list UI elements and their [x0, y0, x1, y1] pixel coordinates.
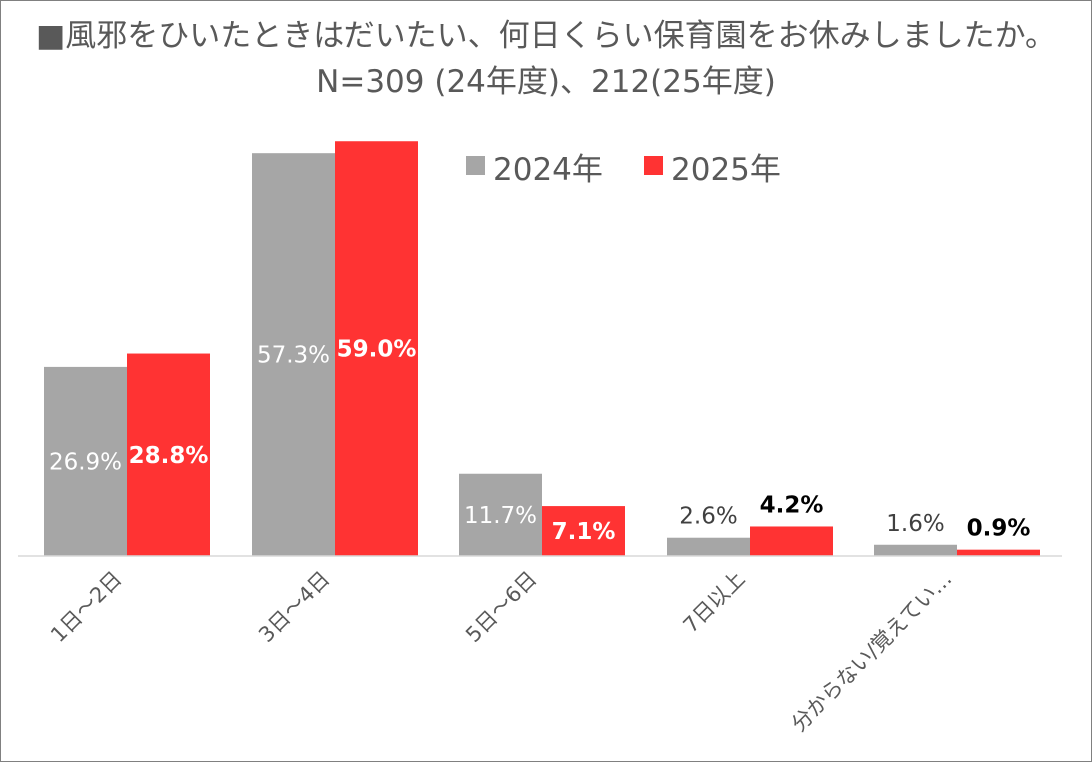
data-label-2024-0: 26.9%	[49, 449, 122, 475]
data-label-2024-2: 11.7%	[464, 503, 537, 529]
data-labels: 26.9% 28.8% 57.3% 59.0% 11.7% 7.1% 2.6% 4.2% 1.6…	[49, 337, 1030, 545]
data-label-2024-3: 2.6%	[679, 504, 737, 530]
chart-title: ■風邪をひいたときはだいたい、何日くらい保育園をお休みしましたか。	[35, 18, 1057, 54]
data-label-2025-2: 7.1%	[552, 519, 616, 545]
bars-group	[44, 141, 1040, 557]
legend: 2024年 2025年	[466, 152, 781, 188]
bar-2025-4	[957, 549, 1040, 556]
data-label-2024-1: 57.3%	[257, 343, 330, 369]
bar-2025-0	[127, 353, 210, 556]
legend-swatch-2025	[644, 156, 663, 175]
data-label-2025-0: 28.8%	[129, 443, 209, 469]
legend-label-2025: 2025年	[671, 152, 781, 188]
data-label-2025-1: 59.0%	[337, 337, 417, 363]
bar-2024-4	[874, 544, 957, 556]
x-tick-label-2: 5日～6日	[461, 567, 541, 647]
x-tick-label-1: 3日～4日	[254, 567, 334, 647]
bar-2024-0	[44, 366, 127, 556]
data-label-2024-4: 1.6%	[886, 511, 944, 537]
bar-2024-2	[459, 473, 542, 556]
x-tick-label-4: 分からない/覚えてい…	[787, 567, 957, 737]
legend-label-2024: 2024年	[493, 152, 603, 188]
bar-2025-3	[750, 526, 833, 556]
bar-2025-2	[542, 506, 625, 556]
x-axis-labels: 1日～2日 3日～4日 5日～6日 7日以上 分からない/覚えてい…	[46, 567, 956, 737]
bar-2024-3	[667, 537, 750, 556]
x-tick-label-0: 1日～2日	[46, 567, 126, 647]
bar-2025-1	[335, 141, 418, 557]
chart-subtitle: N=309 (24年度)、212(25年度)	[316, 64, 776, 100]
legend-swatch-2024	[466, 156, 485, 175]
data-label-2025-4: 0.9%	[967, 516, 1031, 542]
bar-2024-1	[252, 153, 335, 556]
data-label-2025-3: 4.2%	[760, 492, 824, 518]
x-tick-label-3: 7日以上	[679, 567, 750, 638]
